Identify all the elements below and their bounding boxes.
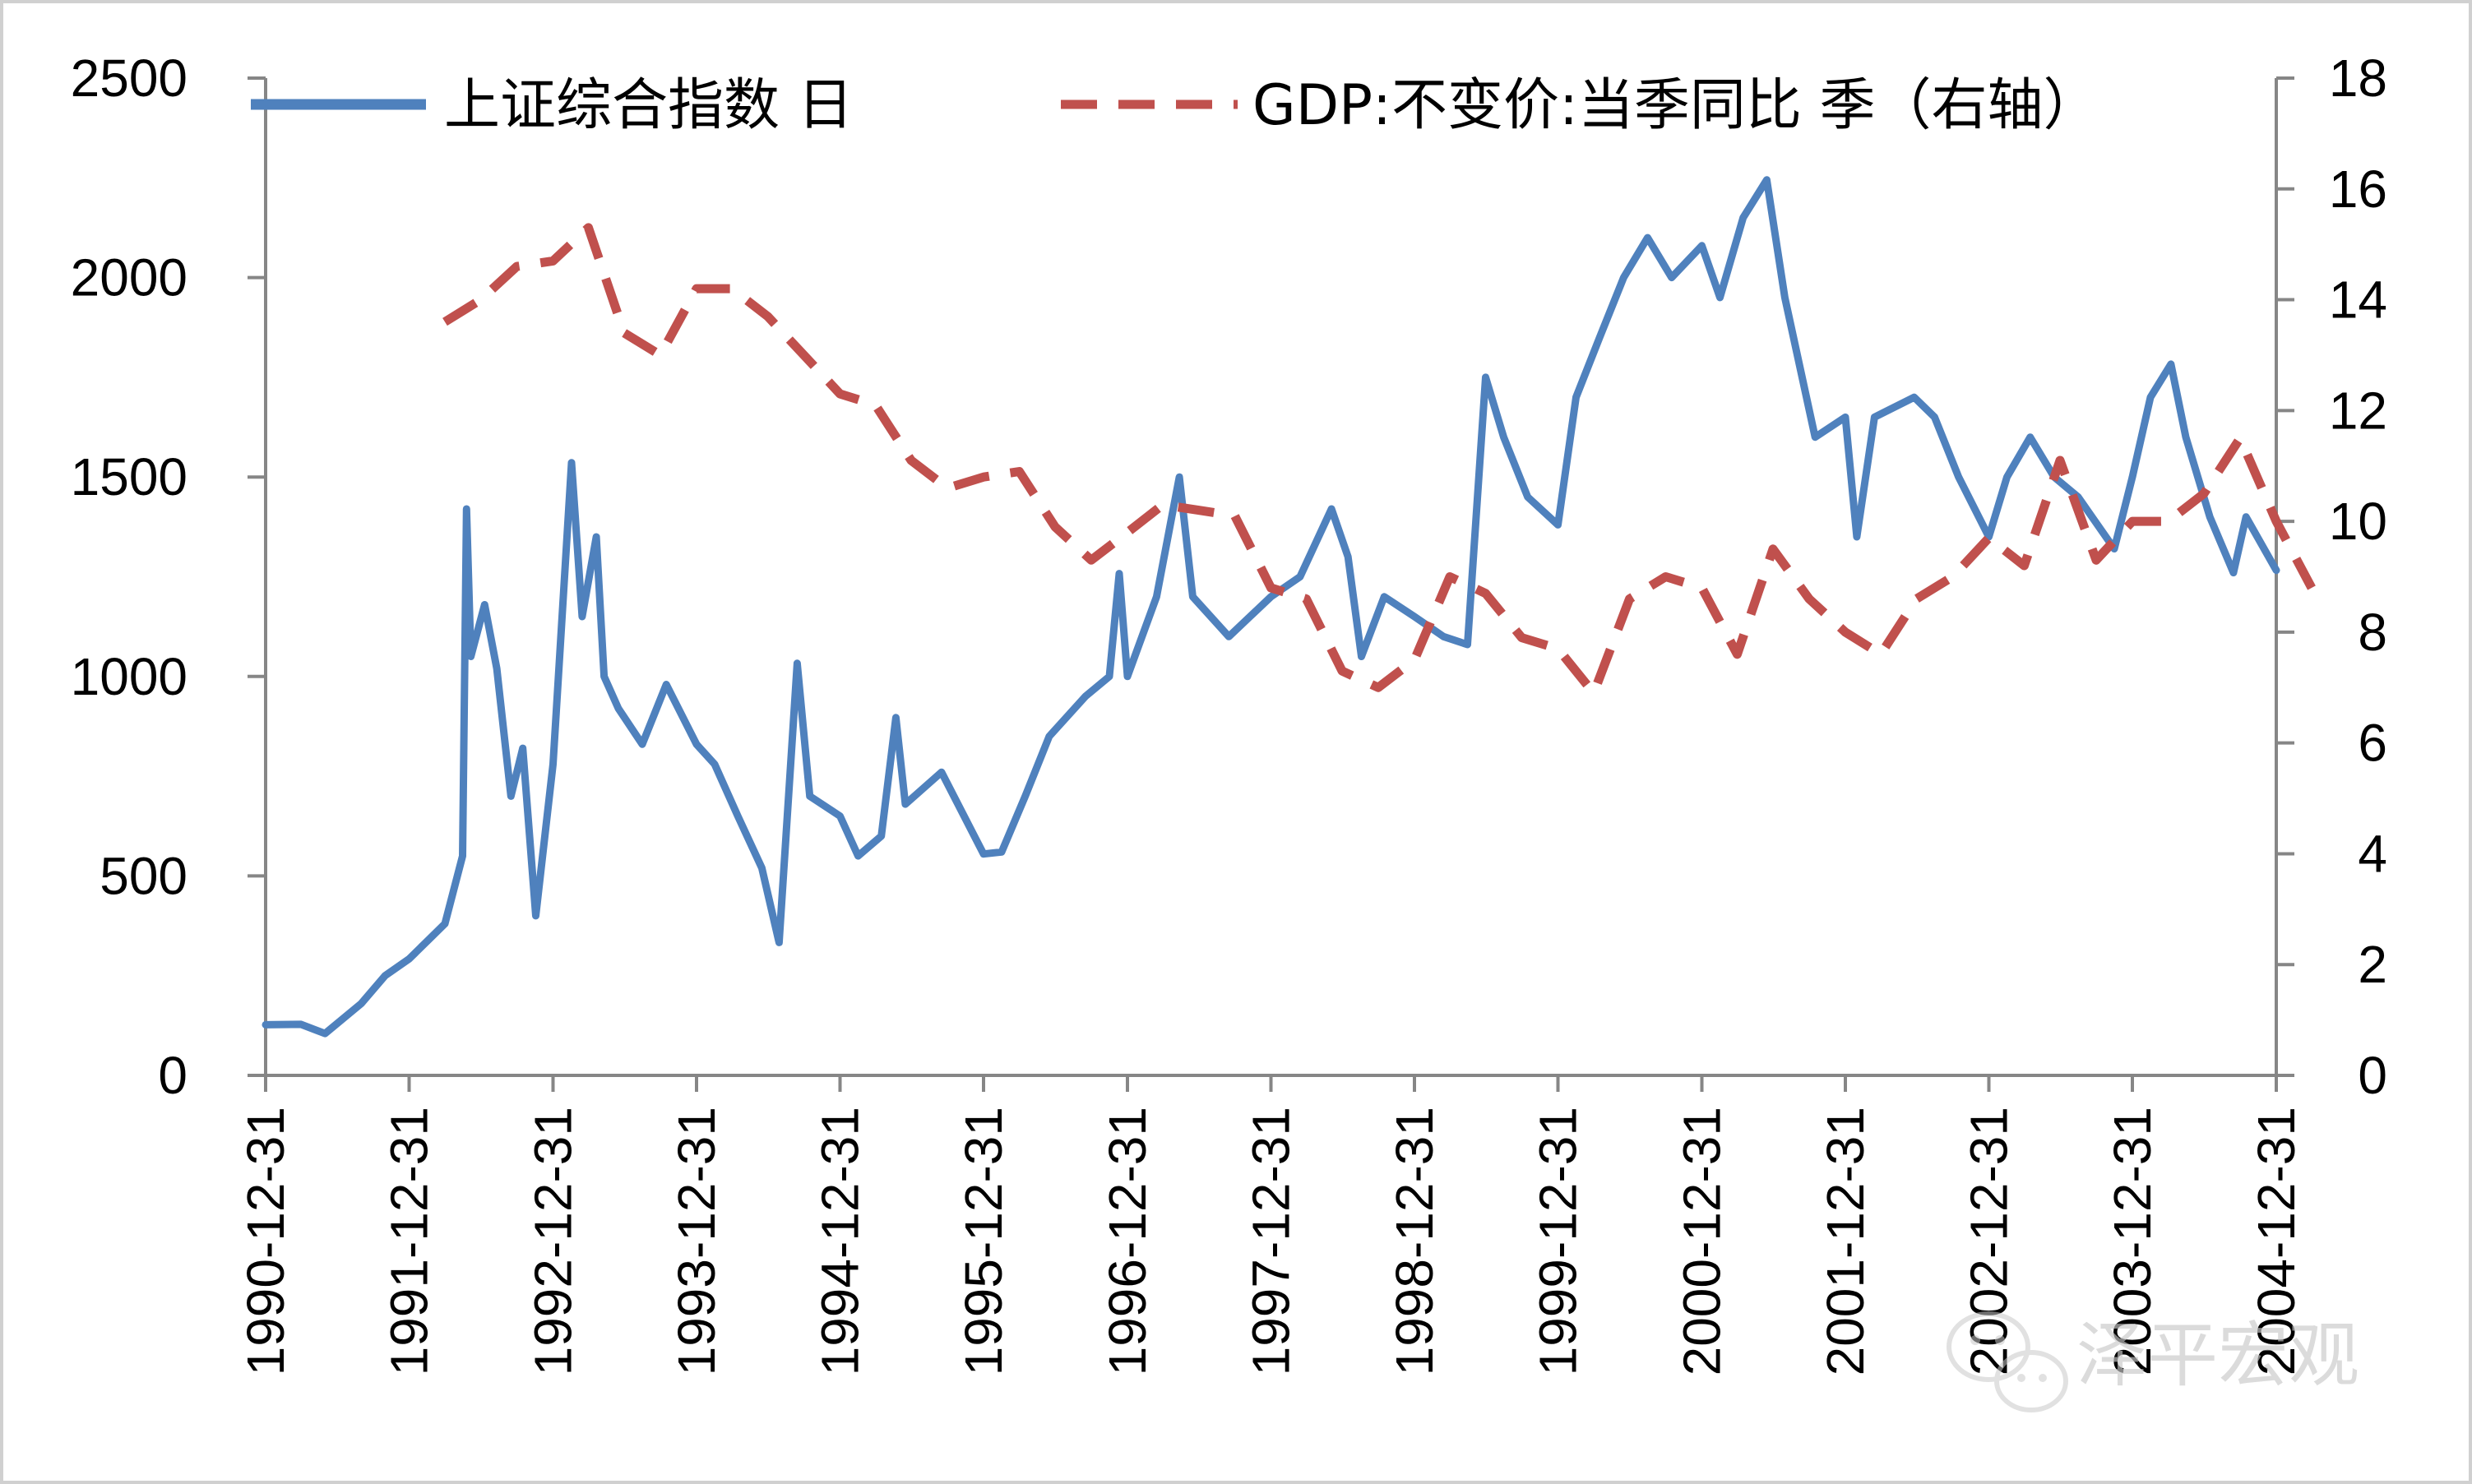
- right-y-ticks: 0 2 4 6 8 10 12 14 16 18: [2276, 49, 2387, 1105]
- left-tick-label: 1000: [71, 647, 187, 706]
- right-tick-label: 8: [2358, 603, 2387, 662]
- left-tick-label: 2500: [71, 49, 187, 108]
- legend-label-gdp: GDP:不变价:当季同比 季（右轴）: [1252, 73, 2099, 138]
- series-layer: [262, 176, 2316, 1038]
- right-tick-label: 6: [2358, 714, 2387, 773]
- left-tick-label: 2000: [71, 248, 187, 307]
- right-tick-label: 0: [2358, 1046, 2387, 1105]
- right-tick-label: 18: [2329, 49, 2387, 108]
- x-tick-label: 1995-12-31: [954, 1107, 1013, 1375]
- legend: 上证综合指数 日 GDP:不变价:当季同比 季（右轴）: [251, 73, 2099, 138]
- x-tick-label: 1992-12-31: [523, 1107, 582, 1375]
- x-tick-label: 2004-12-31: [2247, 1107, 2306, 1375]
- series-line-gdp: [442, 223, 2316, 698]
- x-tick-label: 2003-12-31: [2103, 1107, 2162, 1375]
- x-tick-label: 1999-12-31: [1529, 1107, 1588, 1375]
- x-tick-label: 2000-12-31: [1672, 1107, 1731, 1375]
- x-tick-label: 1991-12-31: [380, 1107, 439, 1375]
- x-ticks: 1990-12-31 1991-12-31 1992-12-31 1993-12-31…: [236, 1075, 2306, 1375]
- left-tick-label: 1500: [71, 447, 187, 506]
- x-tick-label: 2001-12-31: [1816, 1107, 1875, 1375]
- right-tick-label: 12: [2329, 381, 2387, 440]
- x-tick-label: 1994-12-31: [811, 1107, 870, 1375]
- x-tick-label: 2002-12-31: [1960, 1107, 2019, 1375]
- right-tick-label: 14: [2329, 270, 2387, 330]
- watermark-text: 泽平宏观: [2076, 1315, 2359, 1397]
- right-tick-label: 10: [2329, 492, 2387, 551]
- watermark: 泽平宏观: [1947, 1311, 2359, 1412]
- right-tick-label: 2: [2358, 935, 2387, 994]
- x-tick-label: 1993-12-31: [667, 1107, 726, 1375]
- x-tick-label: 1996-12-31: [1098, 1107, 1157, 1375]
- left-tick-label: 0: [158, 1046, 187, 1105]
- x-tick-label: 1998-12-31: [1385, 1107, 1444, 1375]
- wechat-icon: [1947, 1311, 2068, 1412]
- right-tick-label: 16: [2329, 159, 2387, 219]
- legend-label-index: 上证综合指数 日: [444, 73, 854, 138]
- x-tick-label: 1997-12-31: [1242, 1107, 1301, 1375]
- right-tick-label: 4: [2358, 824, 2387, 883]
- x-tick-label: 1990-12-31: [236, 1107, 295, 1375]
- series-line-index: [262, 176, 2280, 1038]
- left-tick-label: 500: [100, 846, 187, 905]
- left-y-ticks: 0 500 1000 1500 2000 2500: [71, 49, 266, 1105]
